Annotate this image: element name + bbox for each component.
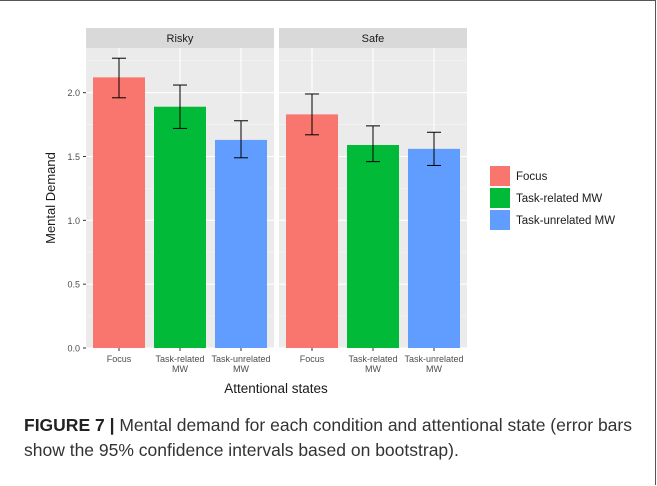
x-tick-label: Focus xyxy=(107,354,132,364)
x-tick-label: Focus xyxy=(300,354,325,364)
bar-risky-1 xyxy=(93,77,145,349)
x-tick-label: Task-unrelated xyxy=(211,354,270,364)
bar-safe-3 xyxy=(408,148,460,348)
frame-border-top xyxy=(0,0,656,1)
x-tick-label: Task-related xyxy=(155,354,204,364)
legend-swatch-3 xyxy=(490,210,510,230)
legend-label-2: Task-related MW xyxy=(516,193,602,205)
legend-label-3: Task-unrelated MW xyxy=(516,215,615,227)
y-tick-label: 0.0 xyxy=(67,344,80,354)
legend-swatch-2 xyxy=(490,188,510,208)
bar-risky-2 xyxy=(154,106,206,348)
caption-label: FIGURE 7 | xyxy=(24,415,115,435)
caption-text: Mental demand for each condition and att… xyxy=(24,415,632,460)
y-tick-label: 0.5 xyxy=(67,280,80,290)
x-tick-label: MW xyxy=(172,364,188,374)
x-tick-label: Task-unrelated xyxy=(404,354,463,364)
panel-title-2: Safe xyxy=(362,33,385,45)
figure-caption: FIGURE 7 | Mental demand for each condit… xyxy=(24,413,644,463)
x-tick-label: MW xyxy=(233,364,249,374)
legend-label-1: Focus xyxy=(516,171,548,183)
y-tick-label: 1.0 xyxy=(67,216,80,226)
y-tick-label: 2.0 xyxy=(67,88,80,98)
panel-title-1: Risky xyxy=(167,33,194,45)
x-axis-title: Attentional states xyxy=(224,381,328,396)
frame-border-right xyxy=(655,0,656,485)
y-axis-title: Mental Demand xyxy=(43,152,58,244)
legend-swatch-1 xyxy=(490,166,510,186)
bar-safe-2 xyxy=(347,145,399,348)
x-tick-label: MW xyxy=(426,364,442,374)
x-tick-label: Task-related xyxy=(348,354,397,364)
bar-safe-1 xyxy=(286,114,338,348)
panel-strip-1 xyxy=(86,28,274,48)
bar-risky-3 xyxy=(215,139,267,348)
y-tick-label: 1.5 xyxy=(67,152,80,162)
panel-strip-2 xyxy=(279,28,467,48)
x-tick-label: MW xyxy=(365,364,381,374)
